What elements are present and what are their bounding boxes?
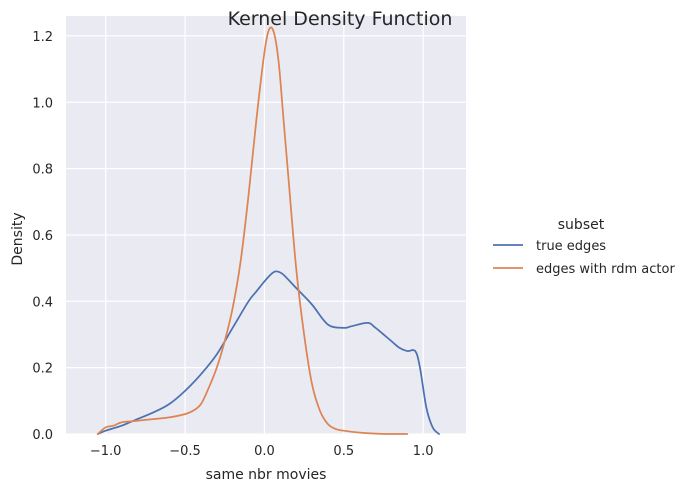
y-axis-label: Density <box>10 212 26 265</box>
y-tick-label: 0.2 <box>32 362 53 377</box>
y-tick-label: 0.8 <box>32 163 53 178</box>
x-tick-label: 0.5 <box>333 444 354 459</box>
x-tick-label: −1.0 <box>90 444 122 459</box>
y-tick-label: 0.4 <box>32 295 53 310</box>
plot-background <box>66 16 466 434</box>
y-tick-label: 1.2 <box>32 30 53 45</box>
legend-label-1: edges with rdm actor <box>536 262 675 277</box>
legend-items: true edges edges with rdm actor <box>493 239 675 277</box>
legend-label-0: true edges <box>536 239 606 254</box>
y-axis-ticks: 0.0 0.2 0.4 0.6 0.8 1.0 1.2 <box>32 30 53 443</box>
x-tick-label: 0.0 <box>254 444 275 459</box>
chart-title: Kernel Density Function <box>228 8 453 30</box>
x-tick-label: 1.0 <box>413 444 434 459</box>
x-axis-ticks: −1.0 −0.5 0.0 0.5 1.0 <box>90 444 434 459</box>
legend-title: subset <box>558 217 605 233</box>
y-tick-label: 1.0 <box>32 96 53 111</box>
x-tick-label: −0.5 <box>169 444 201 459</box>
y-tick-label: 0.0 <box>32 428 53 443</box>
legend: subset true edges edges with rdm actor <box>493 217 675 277</box>
x-axis-label: same nbr movies <box>206 467 327 483</box>
y-tick-label: 0.6 <box>32 229 53 244</box>
